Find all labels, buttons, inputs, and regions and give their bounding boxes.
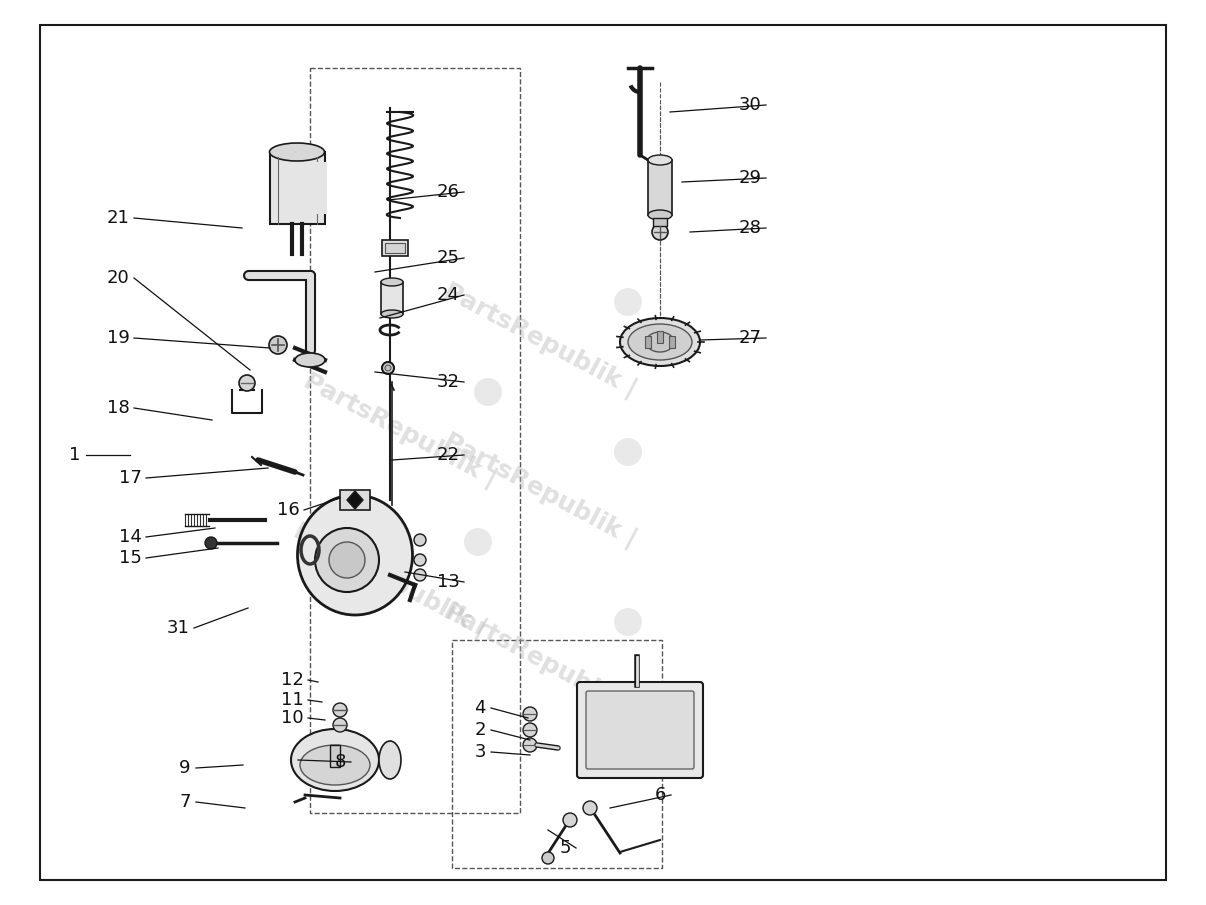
Text: 26: 26 bbox=[437, 183, 459, 201]
Circle shape bbox=[414, 569, 426, 581]
Text: 14: 14 bbox=[118, 528, 141, 546]
Text: 7: 7 bbox=[180, 793, 191, 811]
Text: 19: 19 bbox=[106, 329, 129, 347]
Text: 28: 28 bbox=[738, 219, 761, 237]
Circle shape bbox=[414, 534, 426, 546]
Bar bbox=[381, 282, 403, 314]
Text: 8: 8 bbox=[334, 753, 346, 771]
Ellipse shape bbox=[269, 143, 324, 161]
Ellipse shape bbox=[628, 324, 692, 360]
Circle shape bbox=[414, 554, 426, 566]
Bar bbox=[648, 160, 672, 215]
Bar bbox=[657, 331, 663, 343]
Bar bbox=[314, 162, 327, 214]
Ellipse shape bbox=[648, 210, 672, 220]
Circle shape bbox=[614, 438, 642, 466]
Text: 15: 15 bbox=[118, 549, 141, 567]
Text: 4: 4 bbox=[474, 699, 486, 717]
Circle shape bbox=[523, 738, 537, 752]
Text: PartsRepublik |: PartsRepublik | bbox=[439, 279, 640, 402]
Circle shape bbox=[329, 542, 365, 578]
Text: 18: 18 bbox=[106, 399, 129, 417]
Text: 24: 24 bbox=[437, 286, 459, 304]
Ellipse shape bbox=[298, 495, 412, 615]
Text: 12: 12 bbox=[281, 671, 304, 689]
Bar bbox=[310, 68, 520, 813]
Text: 16: 16 bbox=[276, 501, 299, 519]
Text: 25: 25 bbox=[437, 249, 459, 267]
Text: PartsRepublik |: PartsRepublik | bbox=[289, 519, 491, 642]
Bar bbox=[452, 640, 662, 868]
Text: PartsRepublik |: PartsRepublik | bbox=[439, 428, 640, 551]
Circle shape bbox=[563, 813, 576, 827]
Text: 32: 32 bbox=[437, 373, 459, 391]
Circle shape bbox=[269, 336, 287, 354]
Text: 10: 10 bbox=[281, 709, 304, 727]
Circle shape bbox=[239, 375, 254, 391]
Text: 2: 2 bbox=[474, 721, 486, 739]
Ellipse shape bbox=[646, 332, 674, 352]
Circle shape bbox=[614, 608, 642, 636]
Circle shape bbox=[333, 718, 347, 732]
Ellipse shape bbox=[381, 310, 403, 318]
Ellipse shape bbox=[381, 278, 403, 286]
Text: 31: 31 bbox=[166, 619, 189, 637]
Bar bbox=[270, 152, 324, 224]
Text: 30: 30 bbox=[738, 96, 761, 114]
Text: 17: 17 bbox=[118, 469, 141, 487]
Bar bbox=[669, 336, 675, 348]
Circle shape bbox=[614, 288, 642, 316]
FancyBboxPatch shape bbox=[576, 682, 703, 778]
Bar bbox=[385, 243, 405, 253]
Text: PartsRepublik |: PartsRepublik | bbox=[299, 368, 500, 491]
Text: 27: 27 bbox=[738, 329, 761, 347]
Circle shape bbox=[523, 723, 537, 737]
Text: 29: 29 bbox=[738, 169, 761, 187]
Bar bbox=[652, 218, 667, 226]
Bar bbox=[330, 745, 340, 767]
Ellipse shape bbox=[295, 353, 324, 367]
Bar bbox=[340, 490, 370, 510]
Polygon shape bbox=[347, 491, 363, 509]
Circle shape bbox=[315, 528, 379, 592]
Text: 1: 1 bbox=[69, 446, 81, 464]
Text: 13: 13 bbox=[437, 573, 459, 591]
Circle shape bbox=[652, 224, 668, 240]
Text: 5: 5 bbox=[560, 839, 570, 857]
Text: 9: 9 bbox=[180, 759, 191, 777]
Bar bbox=[382, 240, 408, 256]
Text: 20: 20 bbox=[106, 269, 129, 287]
Circle shape bbox=[382, 362, 394, 374]
Ellipse shape bbox=[620, 318, 699, 366]
Circle shape bbox=[474, 378, 502, 406]
FancyBboxPatch shape bbox=[586, 691, 693, 769]
Text: 21: 21 bbox=[106, 209, 129, 227]
Text: PartsRepublik |: PartsRepublik | bbox=[439, 598, 640, 721]
Ellipse shape bbox=[379, 741, 402, 779]
Circle shape bbox=[333, 703, 347, 717]
Circle shape bbox=[385, 365, 391, 371]
Text: 11: 11 bbox=[281, 691, 304, 709]
Bar bbox=[645, 336, 651, 348]
Ellipse shape bbox=[648, 155, 672, 165]
Text: 6: 6 bbox=[655, 786, 666, 804]
Circle shape bbox=[464, 528, 492, 556]
Ellipse shape bbox=[300, 745, 370, 785]
Circle shape bbox=[582, 801, 597, 815]
Circle shape bbox=[205, 537, 217, 549]
Ellipse shape bbox=[291, 729, 379, 791]
Text: 3: 3 bbox=[474, 743, 486, 761]
Circle shape bbox=[523, 707, 537, 721]
Text: 22: 22 bbox=[437, 446, 459, 464]
Circle shape bbox=[541, 852, 554, 864]
